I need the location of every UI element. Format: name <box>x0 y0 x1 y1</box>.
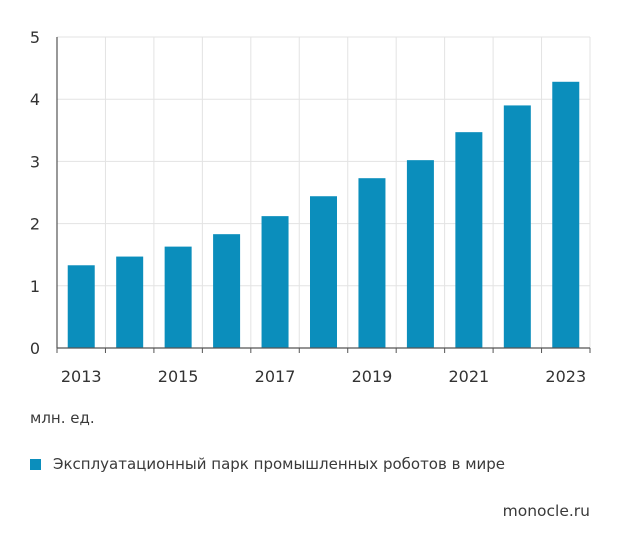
y-tick-label: 0 <box>30 339 40 358</box>
bar-2016 <box>213 234 241 348</box>
bar-2022 <box>503 105 531 348</box>
x-tick-label: 2019 <box>352 367 393 386</box>
bar-2015 <box>164 246 192 348</box>
y-tick-label: 5 <box>30 28 40 47</box>
x-tick-label: 2017 <box>255 367 296 386</box>
bar-2018 <box>310 196 337 348</box>
bar-2017 <box>261 216 289 348</box>
bars <box>67 81 580 348</box>
x-tick-label: 2013 <box>61 367 102 386</box>
legend-label: Эксплуатационный парк промышленных робот… <box>53 455 506 473</box>
axes <box>56 37 591 353</box>
y-tick-label: 2 <box>30 215 40 234</box>
source-label: monocle.ru <box>502 502 590 520</box>
legend-swatch <box>30 458 41 470</box>
unit-label: млн. ед. <box>30 409 95 427</box>
y-tick-label: 1 <box>30 277 40 296</box>
tick-labels: 0 1 2 3 4 5 2013 2015 2017 2019 2021 2023 <box>30 28 586 386</box>
y-tick-label: 4 <box>30 90 40 109</box>
x-tick-label: 2015 <box>158 367 199 386</box>
bar-2013 <box>67 265 95 348</box>
bar-chart: 0 1 2 3 4 5 2013 2015 2017 2019 2021 2023 <box>30 28 591 386</box>
legend: Эксплуатационный парк промышленных робот… <box>30 455 505 473</box>
x-tick-label: 2023 <box>545 367 586 386</box>
bar-2019 <box>358 178 386 348</box>
bar-2023 <box>552 81 580 348</box>
x-tick-label: 2021 <box>449 367 490 386</box>
y-tick-label: 3 <box>30 152 40 171</box>
gridlines <box>57 36 591 348</box>
bar-2020 <box>406 160 434 348</box>
bar-2014 <box>116 256 144 348</box>
bar-2021 <box>455 132 483 348</box>
